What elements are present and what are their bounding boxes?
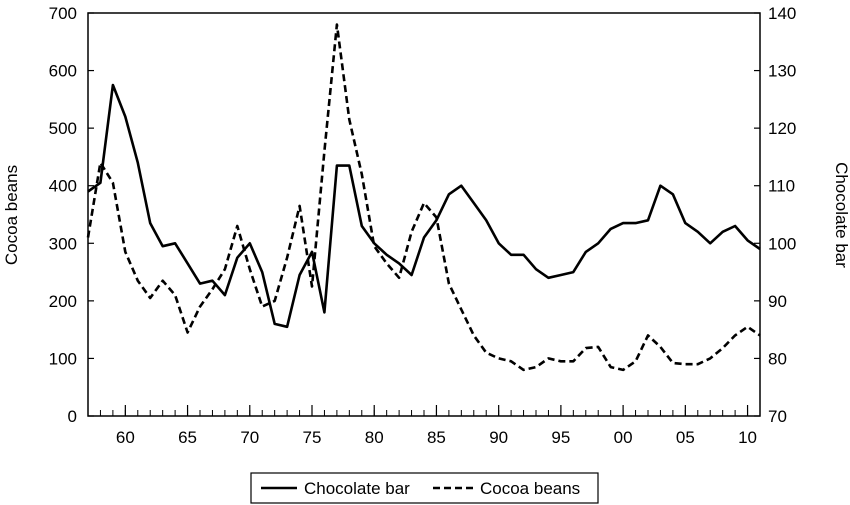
y-left-tick-label: 200 bbox=[49, 292, 77, 311]
x-tick-label: 65 bbox=[178, 428, 197, 447]
y-right-tick-label: 70 bbox=[768, 407, 787, 426]
y-left-tick-label: 300 bbox=[49, 234, 77, 253]
x-tick-label: 80 bbox=[365, 428, 384, 447]
y-left-tick-label: 100 bbox=[49, 349, 77, 368]
y-right-tick-label: 120 bbox=[768, 119, 796, 138]
y-left-tick-label: 500 bbox=[49, 119, 77, 138]
legend-label-chocolate-bar: Chocolate bar bbox=[304, 479, 410, 498]
legend: Chocolate bar Cocoa beans bbox=[250, 472, 599, 504]
x-tick-label: 00 bbox=[614, 428, 633, 447]
x-tick-label: 05 bbox=[676, 428, 695, 447]
x-tick-label: 95 bbox=[551, 428, 570, 447]
y-right-tick-label: 130 bbox=[768, 62, 796, 81]
x-tick-label: 70 bbox=[240, 428, 259, 447]
plot-frame bbox=[87, 12, 761, 417]
series-line-cocoa-beans bbox=[86, 23, 761, 372]
y-right-tick-label: 140 bbox=[768, 4, 796, 23]
x-tick-label: 85 bbox=[427, 428, 446, 447]
y-left-tick-label: 600 bbox=[49, 62, 77, 81]
x-tick-label: 90 bbox=[489, 428, 508, 447]
x-tick-label: 10 bbox=[738, 428, 757, 447]
left-axis-title: Cocoa beans bbox=[2, 165, 21, 265]
y-right-tick-label: 80 bbox=[768, 349, 787, 368]
y-right-tick-label: 100 bbox=[768, 234, 796, 253]
y-left-tick-label: 700 bbox=[49, 4, 77, 23]
y-right-tick-label: 90 bbox=[768, 292, 787, 311]
y-left-tick-label: 400 bbox=[49, 177, 77, 196]
lines-layer bbox=[86, 23, 761, 372]
legend-box bbox=[250, 472, 599, 504]
x-tick-label: 75 bbox=[303, 428, 322, 447]
y-left-tick-label: 0 bbox=[68, 407, 77, 426]
right-axis-title: Chocolate bar bbox=[832, 162, 850, 268]
legend-label-cocoa-beans: Cocoa beans bbox=[480, 479, 580, 498]
series-line-chocolate-bar bbox=[87, 83, 761, 329]
y-right-tick-label: 110 bbox=[768, 177, 795, 196]
ticks-layer: 60 65 70 75 80 85 90 95 00 05 10010020030040050060… bbox=[49, 4, 797, 447]
x-tick-label: 60 bbox=[116, 428, 135, 447]
